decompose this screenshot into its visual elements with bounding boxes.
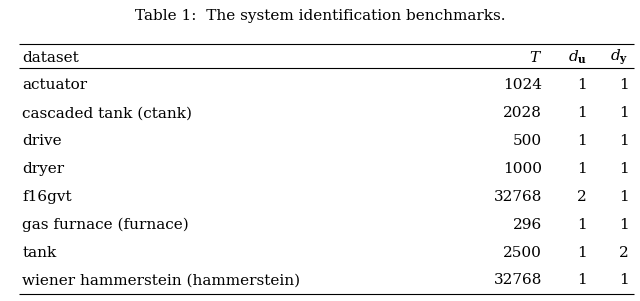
Text: 2: 2 bbox=[619, 246, 628, 259]
Text: 1: 1 bbox=[619, 79, 628, 92]
Text: 1: 1 bbox=[619, 106, 628, 120]
Text: 1: 1 bbox=[577, 273, 587, 287]
Text: 2028: 2028 bbox=[503, 106, 542, 120]
Text: 1024: 1024 bbox=[503, 79, 542, 92]
Text: tank: tank bbox=[22, 246, 57, 259]
Text: 1: 1 bbox=[577, 106, 587, 120]
Text: 1: 1 bbox=[577, 79, 587, 92]
Text: 1000: 1000 bbox=[503, 162, 542, 176]
Text: drive: drive bbox=[22, 134, 62, 148]
Text: 32768: 32768 bbox=[493, 190, 542, 204]
Text: 2500: 2500 bbox=[503, 246, 542, 259]
Text: 1: 1 bbox=[577, 246, 587, 259]
Text: dryer: dryer bbox=[22, 162, 65, 176]
Text: 1: 1 bbox=[577, 134, 587, 148]
Text: cascaded tank (ctank): cascaded tank (ctank) bbox=[22, 106, 193, 120]
Text: 2: 2 bbox=[577, 190, 587, 204]
Text: $T$: $T$ bbox=[529, 50, 542, 65]
Text: 1: 1 bbox=[619, 273, 628, 287]
Text: 500: 500 bbox=[513, 134, 542, 148]
Text: actuator: actuator bbox=[22, 79, 88, 92]
Text: $d_{\mathbf{y}}$: $d_{\mathbf{y}}$ bbox=[611, 48, 628, 67]
Text: 32768: 32768 bbox=[493, 273, 542, 287]
Text: wiener hammerstein (hammerstein): wiener hammerstein (hammerstein) bbox=[22, 273, 301, 287]
Text: $d_{\mathbf{u}}$: $d_{\mathbf{u}}$ bbox=[568, 49, 587, 66]
Text: 1: 1 bbox=[619, 134, 628, 148]
Text: 1: 1 bbox=[619, 218, 628, 232]
Text: 1: 1 bbox=[619, 162, 628, 176]
Text: gas furnace (furnace): gas furnace (furnace) bbox=[22, 218, 189, 232]
Text: Table 1:  The system identification benchmarks.: Table 1: The system identification bench… bbox=[135, 9, 505, 23]
Text: dataset: dataset bbox=[22, 51, 79, 65]
Text: 296: 296 bbox=[513, 218, 542, 232]
Text: 1: 1 bbox=[619, 190, 628, 204]
Text: f16gvt: f16gvt bbox=[22, 190, 72, 204]
Text: 1: 1 bbox=[577, 162, 587, 176]
Text: 1: 1 bbox=[577, 218, 587, 232]
